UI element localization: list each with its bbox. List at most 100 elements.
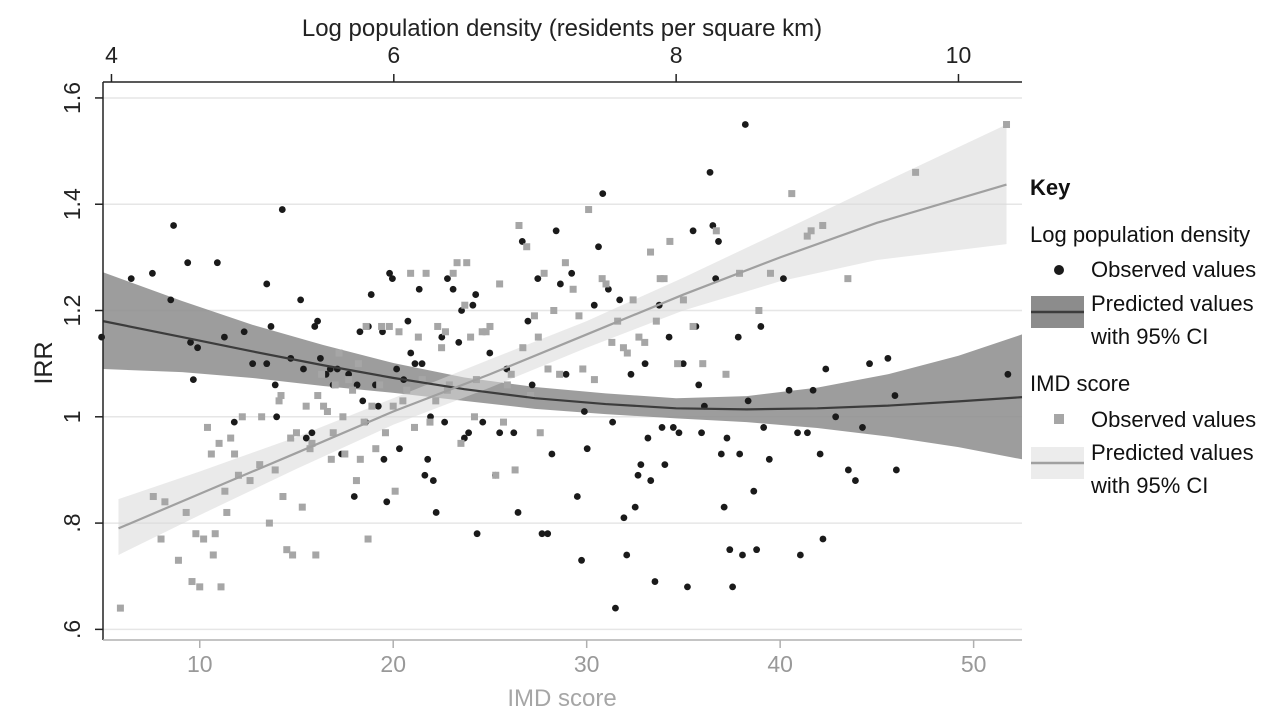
imd_observed-point-131: [699, 360, 707, 368]
imd_observed-point-82: [457, 439, 465, 447]
density_observed-point-138: [741, 121, 749, 128]
density_observed-point-115: [661, 461, 669, 469]
density_observed-point-66: [455, 339, 463, 346]
density_observed-point-137: [739, 551, 746, 559]
density_observed-point-53: [407, 349, 415, 357]
density_observed-point-155: [844, 466, 852, 474]
imd_observed-point-138: [803, 232, 811, 240]
density_observed-point-50: [396, 445, 403, 453]
imd_observed-point-96: [511, 466, 519, 474]
gridlines: [103, 97, 1022, 631]
imd_observed-point-106: [550, 307, 558, 315]
density_observed-point-10: [221, 333, 228, 341]
imd_observed-point-100: [527, 392, 535, 400]
imd_observed-point-17: [223, 508, 231, 516]
imd_observed-point-68: [407, 269, 415, 277]
density_observed-point-7: [189, 376, 197, 383]
imd_observed-point-74: [432, 397, 440, 405]
density_observed-point-52: [404, 317, 412, 325]
density_observed-point-57: [421, 471, 429, 479]
legend-group-imd-title: IMD score: [1030, 371, 1130, 396]
density_observed-point-88: [552, 227, 560, 235]
imd_observed-point-143: [1003, 121, 1011, 129]
imd_observed-point-22: [246, 477, 254, 485]
density_observed-point-82: [524, 317, 532, 325]
y-tick-label-1: .8: [59, 513, 85, 532]
imd_predicted-ci-band: [118, 124, 1007, 555]
imd_observed-point-79: [445, 381, 453, 389]
density_observed-point-56: [418, 360, 426, 368]
imd_observed-point-62: [385, 322, 393, 330]
y-tick-label-4: 1.4: [59, 188, 85, 220]
density_observed-point-63: [441, 418, 449, 426]
imd_observed-point-4: [174, 556, 182, 564]
imd_observed-point-64: [391, 487, 399, 495]
imd_observed-point-111: [579, 365, 587, 373]
imd_observed-point-35: [302, 402, 310, 410]
density_observed-point-24: [308, 429, 316, 437]
density_observed-point-23: [302, 434, 310, 442]
density_observed-point-112: [651, 578, 659, 585]
density_observed-point-4: [167, 296, 175, 304]
density_observed-point-64: [444, 275, 451, 283]
imd_observed-point-72: [422, 269, 430, 277]
bottom-tick-label-1: 20: [380, 651, 406, 677]
legend-density-predicted-label-1: Predicted values: [1091, 291, 1254, 316]
density_observed-point-19: [278, 206, 286, 213]
imd_observed-point-124: [652, 317, 660, 325]
density_observed-point-134: [729, 583, 737, 591]
imd_observed-point-55: [362, 322, 370, 330]
imd_observed-point-103: [536, 429, 544, 437]
confidence-bands: [103, 124, 1022, 555]
density_observed-point-141: [753, 546, 761, 554]
density_observed-point-154: [832, 413, 840, 421]
top-tick-label-0: 4: [105, 42, 118, 68]
imd_observed-point-142: [912, 168, 920, 176]
axes: .6 .8 1 1.2 1.4 1.6 4 6 8 10 10 20 30 40 50: [59, 42, 1022, 677]
imd_observed-point-7: [192, 530, 200, 538]
imd_observed-point-91: [492, 471, 500, 479]
density_observed-point-149: [804, 429, 811, 437]
imd_observed-point-120: [629, 296, 637, 304]
density_observed-point-68: [460, 434, 468, 442]
bottom-tick-label-4: 50: [961, 651, 987, 677]
imd_observed-point-105: [544, 365, 552, 373]
imd_observed-point-123: [647, 248, 655, 256]
imd_predicted-fit-line: [118, 183, 1007, 530]
density_observed-point-148: [796, 551, 804, 559]
imd_observed-point-69: [410, 423, 418, 431]
imd_observed-point-9: [200, 535, 208, 543]
density_observed-point-130: [717, 450, 725, 458]
imd_observed-point-98: [519, 344, 527, 352]
density_observed-point-140: [750, 487, 758, 495]
density_observed-point-119: [679, 360, 687, 368]
imd_observed-point-126: [660, 275, 668, 283]
density_observed-point-45: [380, 455, 388, 463]
density_observed-point-72: [473, 530, 481, 538]
imd_observed-point-71: [418, 376, 426, 384]
density_observed-point-71: [472, 291, 480, 298]
y-tick-label-3: 1.2: [59, 295, 85, 327]
imd_observed-point-19: [231, 450, 239, 458]
y-tick-label-0: .6: [59, 620, 85, 639]
legend-group-density-title: Log population density: [1030, 222, 1250, 247]
density_observed-point-26: [314, 317, 321, 325]
density_observed-point-5: [184, 259, 192, 267]
density_observed-point-106: [631, 503, 639, 511]
top-tick-label-1: 6: [387, 42, 400, 68]
density_observed-point-126: [706, 168, 714, 176]
density_observed-point-158: [866, 360, 873, 368]
legend-title: Key: [1030, 175, 1071, 200]
density_observed-point-127: [709, 222, 717, 229]
density_observed-point-159: [884, 354, 892, 362]
imd_observed-point-135: [755, 307, 763, 315]
imd_observed-point-59: [376, 381, 384, 389]
density_observed-point-120: [684, 583, 691, 591]
legend-density-observed-label: Observed values: [1091, 257, 1256, 282]
density_observed-point-135: [734, 333, 742, 341]
imd_observed-point-54: [360, 418, 368, 426]
imd_observed-point-52: [354, 360, 362, 368]
density_observed-point-67: [458, 307, 465, 314]
imd_observed-point-34: [298, 503, 306, 511]
imd_observed-point-70: [414, 333, 422, 341]
